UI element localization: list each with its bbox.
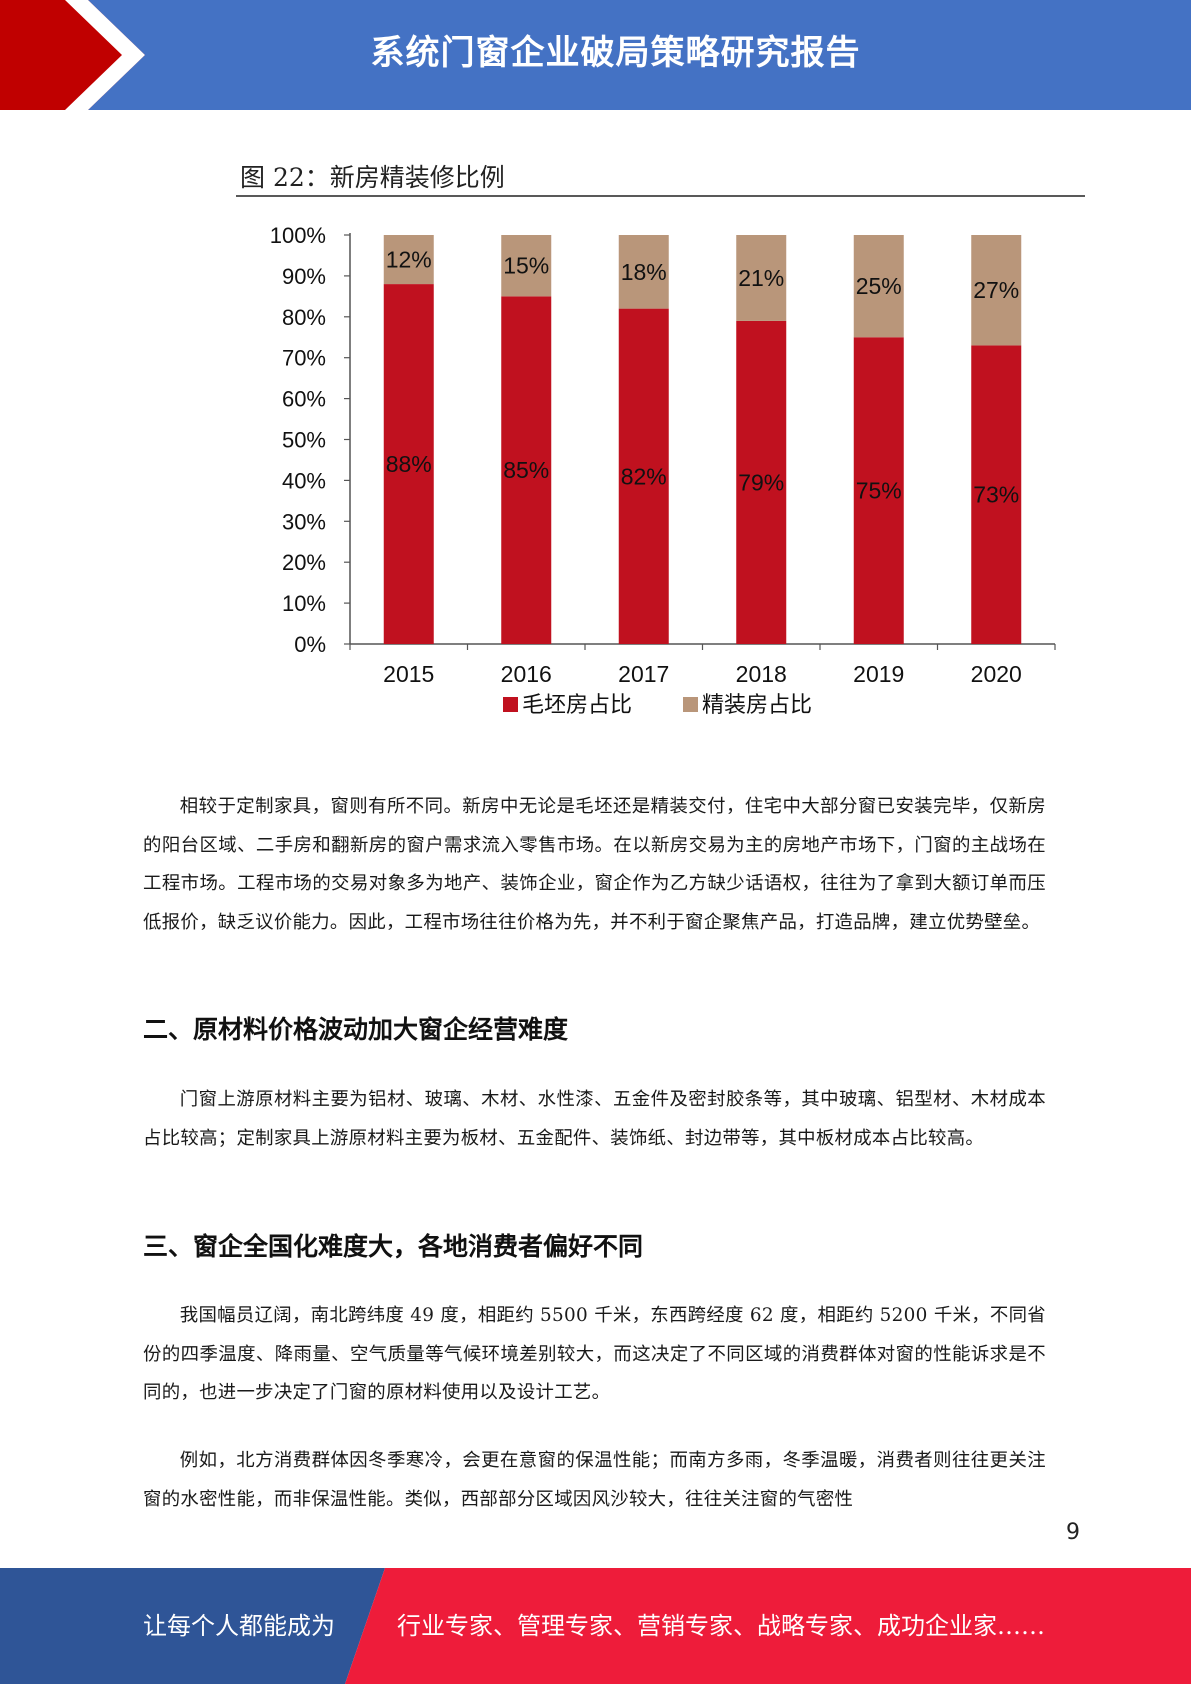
y-tick-label: 100%	[270, 223, 326, 248]
y-tick-label: 70%	[282, 346, 326, 371]
data-label: 15%	[503, 253, 549, 279]
header-red-chevron	[0, 0, 145, 110]
y-tick-label: 10%	[282, 591, 326, 616]
footer-slogan-right: 行业专家、管理专家、营销专家、战略专家、成功企业家……	[397, 1612, 1045, 1640]
y-tick-label: 0%	[294, 632, 326, 657]
data-label: 12%	[386, 247, 432, 273]
data-label: 75%	[856, 478, 902, 504]
report-title: 系统门窗企业破局策略研究报告	[370, 33, 861, 73]
bar-毛坯房占比	[971, 345, 1022, 644]
bar-毛坯房占比	[853, 337, 904, 644]
y-tick-label: 90%	[282, 264, 326, 289]
section-heading-2: 二、原材料价格波动加大窗企经营难度	[143, 1015, 569, 1044]
y-tick-label: 60%	[282, 387, 326, 412]
x-tick-label: 2016	[501, 661, 552, 687]
bar-毛坯房占比	[736, 320, 787, 644]
y-tick-label: 40%	[282, 468, 326, 493]
bar-毛坯房占比	[383, 284, 434, 644]
x-tick-label: 2015	[383, 661, 434, 687]
data-label: 21%	[738, 265, 784, 291]
stacked-bar-chart: 0% 10% 20% 30% 40% 50% 60% 70% 80% 90% 100% 88% 12% 2…	[236, 195, 1085, 718]
page-number: 9	[1066, 1520, 1080, 1545]
data-label: 18%	[621, 259, 667, 285]
data-label: 27%	[973, 277, 1019, 303]
figure-caption: 图 22：新房精装修比例	[240, 163, 505, 192]
legend-swatch	[503, 697, 518, 712]
data-label: 73%	[973, 482, 1019, 508]
footer-background	[0, 1568, 1191, 1684]
bar-精装房占比	[501, 235, 552, 297]
bar-毛坯房占比	[501, 296, 552, 644]
data-label: 25%	[856, 273, 902, 299]
bar-精装房占比	[618, 235, 669, 309]
footer-banner: 让每个人都能成为 行业专家、管理专家、营销专家、战略专家、成功企业家……	[0, 1568, 1191, 1684]
paragraph-4: 例如，北方消费群体因冬季寒冷，会更在意窗的保温性能；而南方多雨，冬季温暖，消费者…	[143, 1450, 1046, 1510]
x-tick-label: 2018	[736, 661, 787, 687]
bar-精装房占比	[971, 235, 1022, 346]
y-tick-label: 50%	[282, 428, 326, 453]
paragraph-2: 门窗上游原材料主要为铝材、玻璃、木材、水性漆、五金件及密封胶条等，其中玻璃、铝型…	[143, 1089, 1046, 1149]
data-label: 85%	[503, 457, 549, 483]
y-tick-label: 80%	[282, 305, 326, 330]
section-heading-3: 三、窗企全国化难度大，各地消费者偏好不同	[143, 1232, 644, 1261]
x-tick-label: 2019	[853, 661, 904, 687]
footer-slogan-left: 让每个人都能成为	[143, 1612, 335, 1640]
bar-精装房占比	[383, 235, 434, 285]
paragraph-1: 相较于定制家具，窗则有所不同。新房中无论是毛坯还是精装交付，住宅中大部分窗已安装…	[143, 796, 1046, 933]
data-label: 88%	[386, 451, 432, 477]
y-tick-label: 20%	[282, 550, 326, 575]
paragraph-3: 我国幅员辽阔，南北跨纬度 49 度，相距约 5500 千米，东西跨经度 62 度…	[143, 1305, 1046, 1403]
data-label: 82%	[621, 463, 667, 489]
legend-swatch	[683, 697, 698, 712]
y-tick-label: 30%	[282, 509, 326, 534]
bar-精装房占比	[736, 235, 787, 321]
bar-毛坯房占比	[618, 308, 669, 644]
bar-精装房占比	[853, 235, 904, 338]
x-tick-label: 2017	[618, 661, 669, 687]
legend-label: 精装房占比	[702, 693, 812, 718]
legend-label: 毛坯房占比	[522, 693, 632, 718]
x-tick-label: 2020	[971, 661, 1022, 687]
data-label: 79%	[738, 469, 784, 495]
header-banner: 系统门窗企业破局策略研究报告	[0, 0, 1191, 110]
